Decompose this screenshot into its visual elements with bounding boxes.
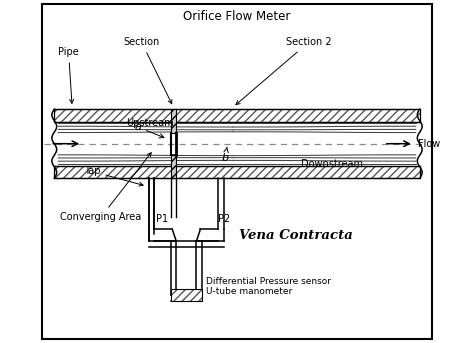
Bar — [55, 109, 419, 122]
Text: Pipe: Pipe — [58, 47, 79, 103]
Bar — [171, 155, 176, 178]
Text: Downstream: Downstream — [301, 159, 363, 169]
Text: Section: Section — [124, 37, 172, 104]
Text: Converging Area: Converging Area — [60, 153, 151, 222]
Text: Section 2: Section 2 — [236, 37, 331, 105]
Bar — [171, 289, 202, 300]
Text: Orifice Flow Meter: Orifice Flow Meter — [183, 10, 291, 23]
Text: P2: P2 — [218, 214, 230, 224]
Text: Upstream: Upstream — [126, 118, 173, 128]
Bar — [171, 289, 202, 300]
Bar — [55, 166, 419, 178]
Bar — [171, 154, 176, 178]
Text: b: b — [221, 147, 228, 163]
Text: Flow: Flow — [418, 139, 440, 149]
Text: Tap: Tap — [84, 166, 143, 186]
Text: P1: P1 — [156, 214, 168, 224]
Bar — [55, 166, 419, 178]
Text: a: a — [134, 122, 164, 138]
Bar — [55, 109, 419, 122]
Text: Vena Contracta: Vena Contracta — [239, 228, 353, 241]
Bar — [171, 109, 176, 133]
Text: Differential Pressure sensor
U-tube manometer: Differential Pressure sensor U-tube mano… — [206, 277, 331, 296]
Bar — [55, 109, 419, 122]
